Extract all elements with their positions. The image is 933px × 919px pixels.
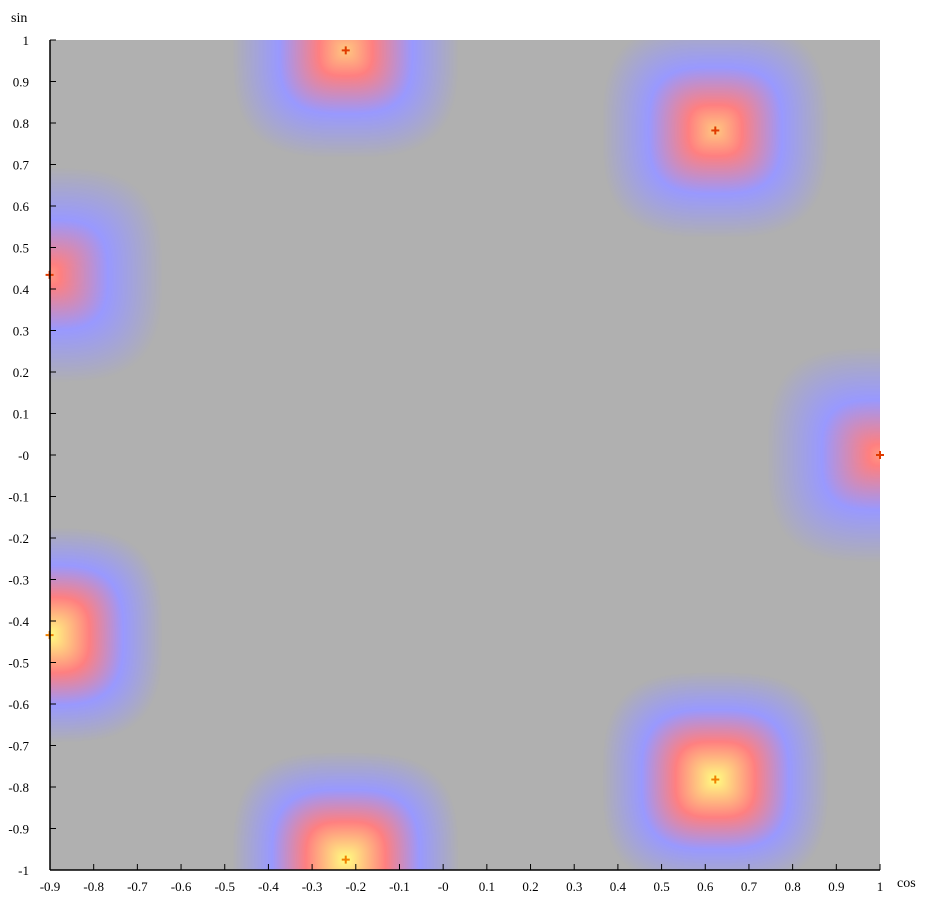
x-tick-label: 1 (877, 879, 884, 894)
y-tick-label: 0.7 (13, 158, 30, 173)
x-tick-label: 0.5 (653, 879, 669, 894)
x-tick-label: 0.1 (479, 879, 495, 894)
heatmap-canvas (50, 40, 880, 870)
y-axis-ticks: 1 0.9 0.8 0.7 0.6 0.5 0.4 0.3 0.2 0.1 -0 -0.1 -0.2 -0… (8, 33, 56, 878)
x-tick-label: 0.4 (610, 879, 627, 894)
data-point-marker (711, 775, 720, 784)
y-axis-title: sin (11, 11, 27, 26)
data-point-marker (341, 46, 350, 55)
plot-area (50, 40, 880, 870)
y-tick-label: -0.8 (8, 780, 29, 795)
y-tick-label: 1 (23, 33, 30, 48)
y-tick-label: 0.8 (13, 116, 29, 131)
y-tick-label: -0.6 (8, 697, 29, 712)
x-tick-label: -0.1 (389, 879, 410, 894)
y-tick-label: 0.5 (13, 241, 29, 256)
x-tick-label: -0 (438, 879, 449, 894)
y-tick-label: -1 (18, 863, 29, 878)
y-tick-label: 0.2 (13, 365, 29, 380)
x-axis-title: cos (897, 876, 916, 891)
y-tick-label: -0 (18, 448, 29, 463)
x-tick-label: -0.5 (214, 879, 235, 894)
y-tick-label: -0.9 (8, 822, 29, 837)
data-point-marker (876, 451, 884, 459)
y-tick-label: 0.3 (13, 324, 29, 339)
y-tick-label: 0.1 (13, 407, 29, 422)
x-axis-ticks: -0.9 -0.8 -0.7 -0.6 -0.5 -0.4 -0.3 -0.2 -0.1 -0 0.… (40, 864, 884, 894)
x-tick-label: 0.8 (785, 879, 801, 894)
y-tick-label: -0.3 (8, 573, 29, 588)
x-tick-label: 0.3 (566, 879, 582, 894)
x-tick-label: -0.6 (171, 879, 192, 894)
x-tick-label: 0.7 (741, 879, 758, 894)
x-tick-label: 0.2 (522, 879, 538, 894)
y-tick-label: -0.7 (8, 739, 29, 754)
x-tick-label: 0.6 (697, 879, 714, 894)
y-tick-label: -0.5 (8, 656, 29, 671)
y-tick-label: -0.4 (8, 614, 29, 629)
x-tick-label: -0.7 (127, 879, 148, 894)
point-markers (45, 46, 884, 864)
y-tick-label: 0.4 (13, 282, 30, 297)
x-tick-label: -0.4 (258, 879, 279, 894)
x-tick-label: -0.8 (83, 879, 104, 894)
y-tick-label: 0.9 (13, 75, 29, 90)
y-tick-label: 0.6 (13, 199, 30, 214)
data-point-marker (341, 855, 350, 864)
x-tick-label: -0.3 (302, 879, 323, 894)
y-tick-label: -0.2 (8, 531, 29, 546)
x-tick-label: -0.9 (40, 879, 61, 894)
y-tick-label: -0.1 (8, 490, 29, 505)
x-tick-label: 0.9 (828, 879, 844, 894)
data-point-marker (711, 126, 720, 135)
x-tick-label: -0.2 (345, 879, 366, 894)
